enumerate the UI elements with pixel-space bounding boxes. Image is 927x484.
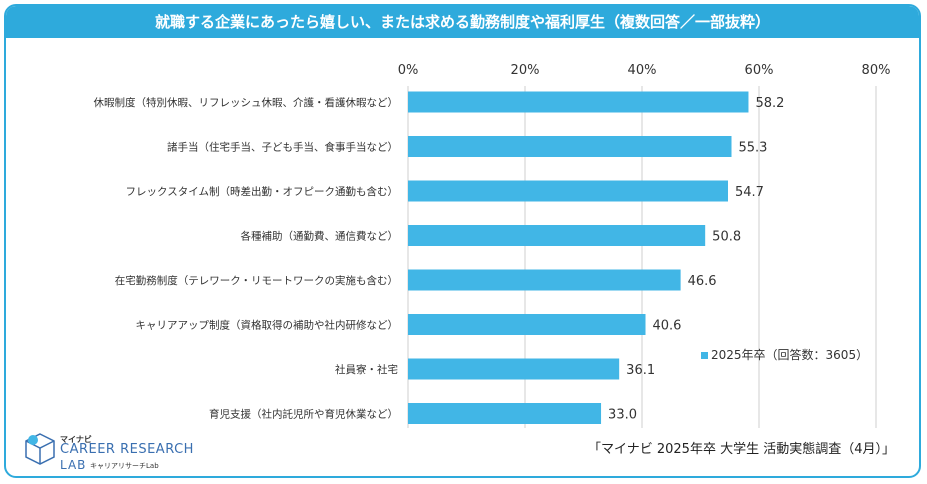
x-tick-label: 80% <box>862 63 891 78</box>
bar <box>408 136 732 157</box>
category-label: 社員寮・社宅 <box>335 363 398 376</box>
value-label: 46.6 <box>688 274 717 289</box>
bar <box>408 225 706 246</box>
bar <box>408 314 646 335</box>
source-note: 「マイナビ 2025年卒 大学生 活動実態調査（4月）」 <box>588 442 895 457</box>
category-label: フレックスタイム制（時差出勤・オフピーク通勤も含む） <box>126 185 398 198</box>
category-label: 各種補助（通勤費、通信費など） <box>241 230 399 243</box>
value-label: 50.8 <box>712 230 741 245</box>
bar <box>408 269 681 291</box>
category-label: 諸手当（住宅手当、子ども手当、食事手当など） <box>167 141 398 154</box>
logo-mynavi-text: マイナビ <box>60 435 92 444</box>
bar <box>408 180 728 202</box>
category-label: 在宅勤務制度（テレワーク・リモートワークの実施も含む） <box>115 274 398 287</box>
bar <box>408 403 602 424</box>
logo-lab-jp-text: キャリアリサーチLab <box>90 462 159 470</box>
bar <box>408 91 749 113</box>
x-tick-label: 60% <box>745 63 774 78</box>
logo-main-text: CAREER RESEARCH <box>60 442 194 457</box>
bar <box>408 358 620 380</box>
value-label: 33.0 <box>608 408 637 423</box>
value-label: 58.2 <box>755 96 784 111</box>
legend-label: 2025年卒（回答数：3605） <box>711 347 868 362</box>
x-tick-label: 0% <box>398 63 419 78</box>
category-label: 休暇制度（特別休暇、リフレッシュ休暇、介護・看護休暇など） <box>94 96 399 109</box>
career-research-lab-logo: マイナビ CAREER RESEARCH LAB キャリアリサーチLab <box>24 432 224 476</box>
x-tick-label: 40% <box>628 63 657 78</box>
category-label: 育児支援（社内託児所や育児休業など） <box>209 408 398 421</box>
lab-cube-icon <box>25 433 55 465</box>
chart-frame: 就職する企業にあったら嬉しい、または求める勤務制度や福利厚生（複数回答／一部抜粋… <box>4 4 921 478</box>
value-label: 36.1 <box>626 363 655 378</box>
logo-lab-text: LAB <box>60 458 87 472</box>
category-label: キャリアアップ制度（資格取得の補助や社内研修など） <box>136 319 399 332</box>
value-label: 55.3 <box>739 141 768 156</box>
value-label: 40.6 <box>653 319 682 334</box>
legend-swatch <box>701 352 708 359</box>
x-tick-label: 20% <box>511 63 540 78</box>
chart-title: 就職する企業にあったら嬉しい、または求める勤務制度や福利厚生（複数回答／一部抜粋… <box>6 6 919 38</box>
value-label: 54.7 <box>735 185 764 200</box>
